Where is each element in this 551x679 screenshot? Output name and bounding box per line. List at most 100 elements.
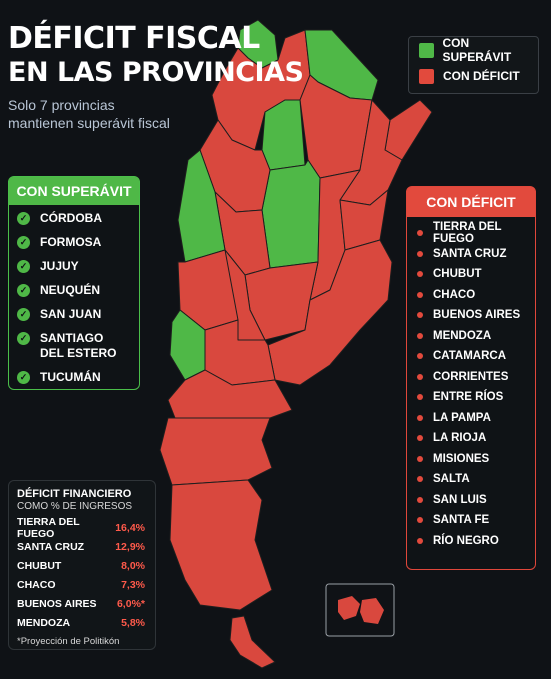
malvinas-islands: [338, 596, 384, 624]
province-chubut: [159, 417, 273, 486]
list-item: SAN LUIS: [417, 490, 535, 511]
list-item: CHACO: [417, 285, 535, 306]
row-value: 5,8%: [121, 616, 145, 629]
province-name: CORRIENTES: [433, 370, 509, 383]
deficit-swatch: [419, 68, 434, 84]
check-circle-icon: ✓: [17, 332, 30, 345]
title-line-1: DÉFICIT FISCAL: [8, 21, 260, 56]
list-item: SANTA CRUZ: [417, 244, 535, 265]
list-item: ✓ JUJUY: [17, 259, 139, 274]
list-item: ✓ SANTIAGO DEL ESTERO: [17, 331, 139, 361]
province-name: SALTA: [433, 473, 470, 486]
province-name: CHACO: [433, 288, 476, 301]
bullet-dot-icon: [417, 496, 423, 503]
bullet-dot-icon: [417, 353, 423, 360]
table-row: MENDOZA 5,8%: [9, 613, 155, 632]
province-name: FORMOSA: [40, 235, 102, 249]
bullet-dot-icon: [417, 373, 423, 380]
province-name: TIERRA DEL FUEGO: [433, 221, 502, 246]
check-circle-icon: ✓: [17, 371, 30, 384]
page-subtitle: Solo 7 provincias mantienen superávit fi…: [8, 97, 170, 131]
table-row: TIERRA DEL FUEGO 16,4%: [9, 515, 155, 540]
province-name: CATAMARCA: [433, 350, 507, 363]
deficit-list: TIERRA DEL FUEGO SANTA CRUZ CHUBUT CHACO…: [407, 221, 535, 552]
row-value: 8,0%: [121, 559, 145, 572]
province-name: MISIONES: [433, 452, 490, 465]
list-item: ✓ NEUQUÉN: [17, 283, 139, 298]
surplus-list: ✓ CÓRDOBA ✓ FORMOSA ✓ JUJUY ✓ NEUQUÉN ✓ SAN J…: [9, 211, 139, 385]
map-legend: CON SUPERÁVIT CON DÉFICIT: [408, 36, 539, 94]
list-item: CHUBUT: [417, 264, 535, 285]
bullet-dot-icon: [417, 291, 423, 298]
surplus-panel: CON SUPERÁVIT ✓ CÓRDOBA ✓ FORMOSA ✓ JUJUY ✓…: [8, 176, 140, 390]
bullet-dot-icon: [417, 394, 423, 401]
bullet-dot-icon: [417, 455, 423, 462]
financial-deficit-subheader: COMO % DE INGRESOS: [17, 501, 133, 512]
province-tierradelfuego: [229, 615, 276, 669]
list-item: CATAMARCA: [417, 346, 535, 367]
row-province: TIERRA DEL FUEGO: [17, 515, 80, 540]
province-name: SAN LUIS: [433, 493, 487, 506]
row-value: 6,0%*: [116, 597, 145, 610]
list-item: TIERRA DEL FUEGO: [417, 221, 535, 246]
list-item: BUENOS AIRES: [417, 305, 535, 326]
page-title: DÉFICIT FISCAL EN LAS PROVINCIAS: [8, 21, 304, 90]
financial-deficit-table: DÉFICIT FINANCIERO COMO % DE INGRESOS TI…: [8, 480, 156, 650]
province-santiago: [261, 159, 321, 269]
bullet-dot-icon: [417, 271, 423, 278]
list-item: ✓ SAN JUAN: [17, 307, 139, 322]
surplus-panel-header: CON SUPERÁVIT: [9, 177, 139, 205]
province-name: SANTA CRUZ: [433, 247, 507, 260]
province-name: RÍO NEGRO: [433, 534, 499, 547]
bullet-dot-icon: [417, 414, 423, 421]
list-item: MENDOZA: [417, 326, 535, 347]
bullet-dot-icon: [417, 230, 423, 237]
bullet-dot-icon: [417, 476, 423, 483]
surplus-swatch: [419, 42, 434, 58]
list-item: ENTRE RÍOS: [417, 387, 535, 408]
row-value: 16,4%: [115, 521, 145, 534]
title-line-2: EN LAS PROVINCIAS: [8, 57, 304, 88]
check-circle-icon: ✓: [17, 236, 30, 249]
legend-deficit-label: CON DÉFICIT: [443, 69, 520, 83]
province-santacruz: [169, 479, 273, 611]
province-name: MENDOZA: [433, 329, 492, 342]
deficit-panel: CON DÉFICIT TIERRA DEL FUEGO SANTA CRUZ …: [406, 186, 536, 570]
row-province: CHUBUT: [17, 559, 62, 572]
table-row: CHACO 7,3%: [9, 575, 155, 594]
list-item: SANTA FE: [417, 510, 535, 531]
financial-deficit-header: DÉFICIT FINANCIERO: [17, 488, 132, 500]
list-item: SALTA: [417, 469, 535, 490]
list-item: ✓ CÓRDOBA: [17, 211, 139, 226]
list-item: ✓ TUCUMÁN: [17, 370, 139, 385]
malvinas-inset-frame: [325, 583, 395, 637]
bullet-dot-icon: [417, 517, 423, 524]
province-rionegro: [167, 369, 293, 419]
check-circle-icon: ✓: [17, 260, 30, 273]
row-province: SANTA CRUZ: [17, 540, 85, 553]
province-entrerios: [339, 189, 389, 251]
deficit-panel-header: CON DÉFICIT: [407, 187, 535, 217]
province-name: TUCUMÁN: [40, 370, 101, 384]
province-name: SAN JUAN: [40, 307, 102, 321]
row-value: 12,9%: [115, 540, 145, 553]
bullet-dot-icon: [417, 537, 423, 544]
row-province: CHACO: [17, 578, 56, 591]
bullet-dot-icon: [417, 435, 423, 442]
province-name: LA PAMPA: [433, 411, 491, 424]
province-name: ENTRE RÍOS: [433, 391, 504, 404]
list-item: ✓ FORMOSA: [17, 235, 139, 250]
list-item: CORRIENTES: [417, 367, 535, 388]
province-name: SANTA FE: [433, 514, 490, 527]
bullet-dot-icon: [417, 312, 423, 319]
row-value: 7,3%: [121, 578, 145, 591]
province-name: JUJUY: [40, 259, 79, 273]
province-name: BUENOS AIRES: [433, 309, 521, 322]
table-row: BUENOS AIRES 6,0%*: [9, 594, 155, 613]
bullet-dot-icon: [417, 332, 423, 339]
bullet-dot-icon: [417, 250, 423, 257]
table-row: SANTA CRUZ 12,9%: [9, 537, 155, 556]
list-item: RÍO NEGRO: [417, 531, 535, 552]
province-name: LA RIOJA: [433, 432, 487, 445]
